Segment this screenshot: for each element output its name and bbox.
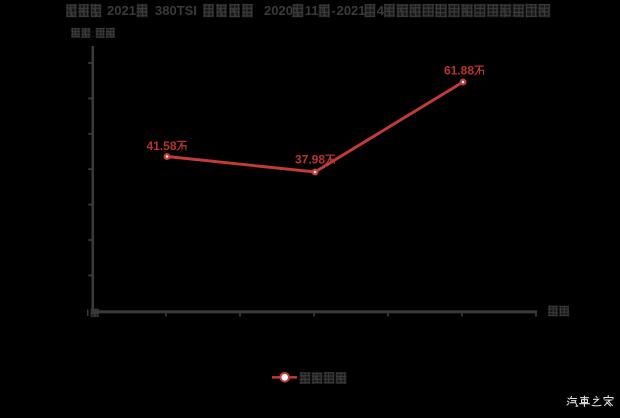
svg-text:380TSI: 380TSI: [155, 3, 197, 18]
svg-text:2021: 2021: [337, 3, 366, 18]
svg-text::: :: [92, 28, 95, 40]
svg-text:2020: 2020: [264, 3, 293, 18]
svg-text:61.88: 61.88: [444, 64, 474, 78]
svg-text:37.98: 37.98: [295, 153, 325, 167]
svg-text:11: 11: [305, 3, 319, 18]
svg-text:41.58: 41.58: [147, 139, 177, 153]
svg-text:2021: 2021: [107, 3, 136, 18]
svg-text:4: 4: [377, 3, 385, 18]
svg-text:-: -: [331, 3, 335, 18]
